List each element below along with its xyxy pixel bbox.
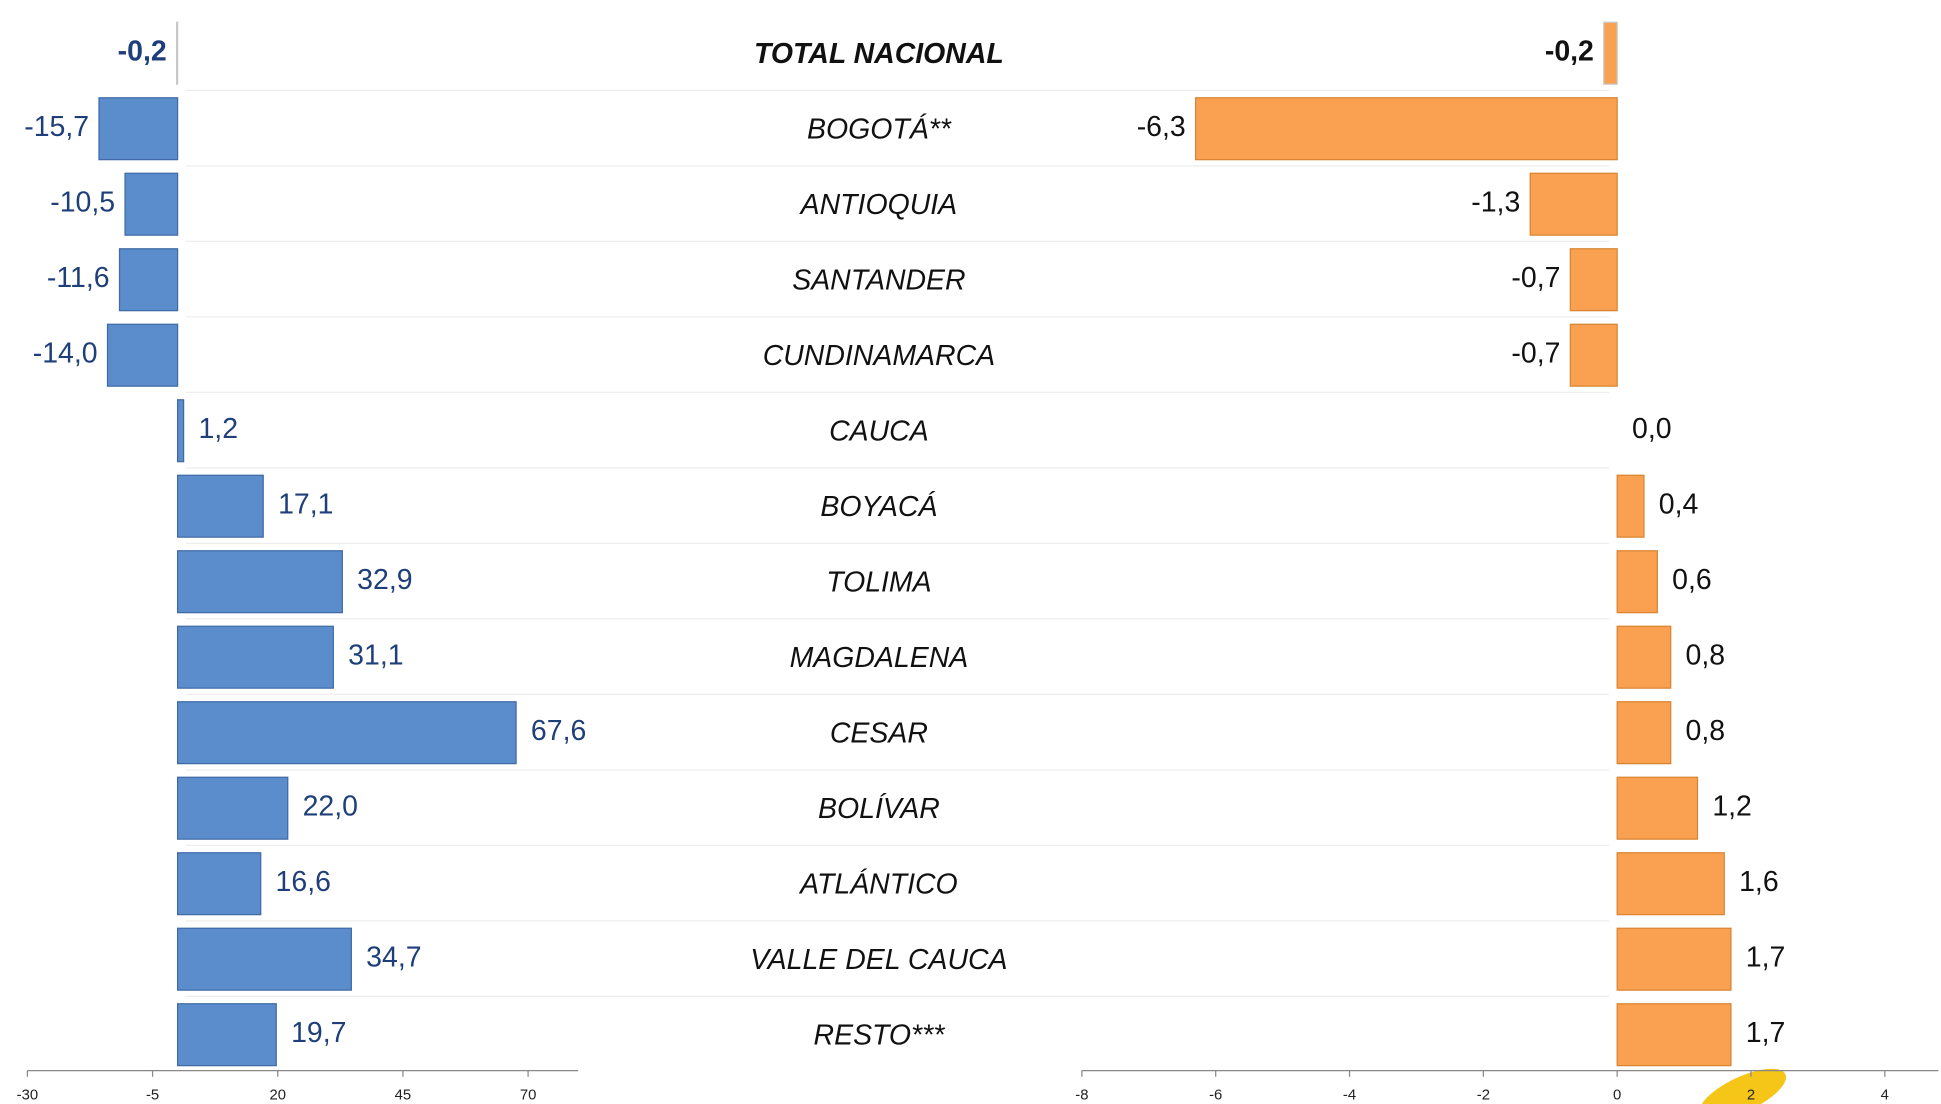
bar xyxy=(1616,550,1658,614)
category-label: RESTO*** xyxy=(814,1020,946,1052)
category-label: CUNDINAMARCA xyxy=(763,340,995,372)
bar xyxy=(176,701,517,765)
x-tick-label: -6 xyxy=(1209,1087,1222,1103)
bar xyxy=(1616,852,1725,916)
bar xyxy=(1569,248,1618,312)
x-tick-label: -8 xyxy=(1075,1087,1088,1103)
bar xyxy=(176,852,262,916)
value-label: 1,7 xyxy=(1746,942,1786,974)
bar xyxy=(176,1003,277,1067)
value-label: 67,6 xyxy=(531,715,586,747)
bar xyxy=(1616,474,1645,538)
bar xyxy=(1529,172,1618,236)
value-label: 32,9 xyxy=(357,564,412,596)
bar xyxy=(124,172,179,236)
value-label: -14,0 xyxy=(33,338,98,370)
category-label: VALLE DEL CAUCA xyxy=(750,944,1007,976)
value-label: 22,0 xyxy=(303,791,358,823)
value-label: -0,7 xyxy=(1511,262,1560,294)
bar xyxy=(98,97,179,161)
value-label: 1,6 xyxy=(1739,866,1779,898)
value-label: 31,1 xyxy=(348,640,403,672)
x-tick-label: 4 xyxy=(1881,1087,1889,1103)
x-tick-label: 0 xyxy=(1613,1087,1621,1103)
category-label: CAUCA xyxy=(829,416,929,448)
decoration xyxy=(1699,1068,1787,1104)
value-label: -10,5 xyxy=(50,187,115,219)
x-tick-label: -4 xyxy=(1343,1087,1356,1103)
value-label: -0,2 xyxy=(118,36,167,68)
value-label: -0,2 xyxy=(1545,36,1594,68)
bar xyxy=(176,927,352,991)
bar xyxy=(176,550,343,614)
bar xyxy=(1616,701,1672,765)
x-tick-label: 2 xyxy=(1747,1087,1755,1103)
bar xyxy=(1616,776,1699,840)
value-label: 34,7 xyxy=(366,942,421,974)
value-label: 0,0 xyxy=(1632,413,1672,445)
value-label: -11,6 xyxy=(47,262,110,294)
value-label: -0,7 xyxy=(1511,338,1560,370)
value-label: 17,1 xyxy=(278,489,333,521)
category-label: MAGDALENA xyxy=(790,642,969,674)
category-label: ATLÁNTICO xyxy=(798,869,958,901)
value-label: 1,2 xyxy=(1712,791,1752,823)
bar xyxy=(175,21,179,85)
value-label: -1,3 xyxy=(1471,187,1520,219)
value-label: -15,7 xyxy=(24,111,89,143)
category-label: BOGOTÁ** xyxy=(807,114,952,146)
category-label: TOLIMA xyxy=(826,567,931,599)
bar xyxy=(1616,927,1732,991)
x-tick-label: 45 xyxy=(395,1087,412,1103)
category-label: BOYACÁ xyxy=(820,491,937,523)
bar xyxy=(1195,97,1618,161)
bar xyxy=(176,625,334,689)
value-label: 1,2 xyxy=(198,413,238,445)
bar xyxy=(1569,323,1618,387)
category-label: BOLÍVAR xyxy=(818,793,940,825)
bar xyxy=(118,248,179,312)
value-label: 0,8 xyxy=(1686,640,1726,672)
x-tick-label: 70 xyxy=(520,1087,537,1103)
value-label: 0,6 xyxy=(1672,564,1712,596)
value-label: 19,7 xyxy=(291,1017,346,1049)
value-label: 0,8 xyxy=(1686,715,1726,747)
x-tick-label: -30 xyxy=(17,1087,38,1103)
category-label: CESAR xyxy=(830,718,928,750)
bar xyxy=(176,474,264,538)
bar xyxy=(176,776,289,840)
category-label: TOTAL NACIONAL xyxy=(754,38,1004,70)
value-label: -6,3 xyxy=(1137,111,1186,143)
bar xyxy=(106,323,179,387)
bar xyxy=(1603,21,1618,85)
bar xyxy=(1616,1003,1732,1067)
category-label: ANTIOQUIA xyxy=(799,189,958,221)
x-tick-label: 20 xyxy=(269,1087,286,1103)
value-label: 1,7 xyxy=(1746,1017,1786,1049)
value-label: 0,4 xyxy=(1659,489,1699,521)
bar xyxy=(1616,625,1672,689)
value-label: 16,6 xyxy=(276,866,331,898)
category-label: SANTANDER xyxy=(792,265,965,297)
x-tick-label: -2 xyxy=(1477,1087,1490,1103)
bar xyxy=(176,399,185,463)
x-tick-label: -5 xyxy=(146,1087,159,1103)
